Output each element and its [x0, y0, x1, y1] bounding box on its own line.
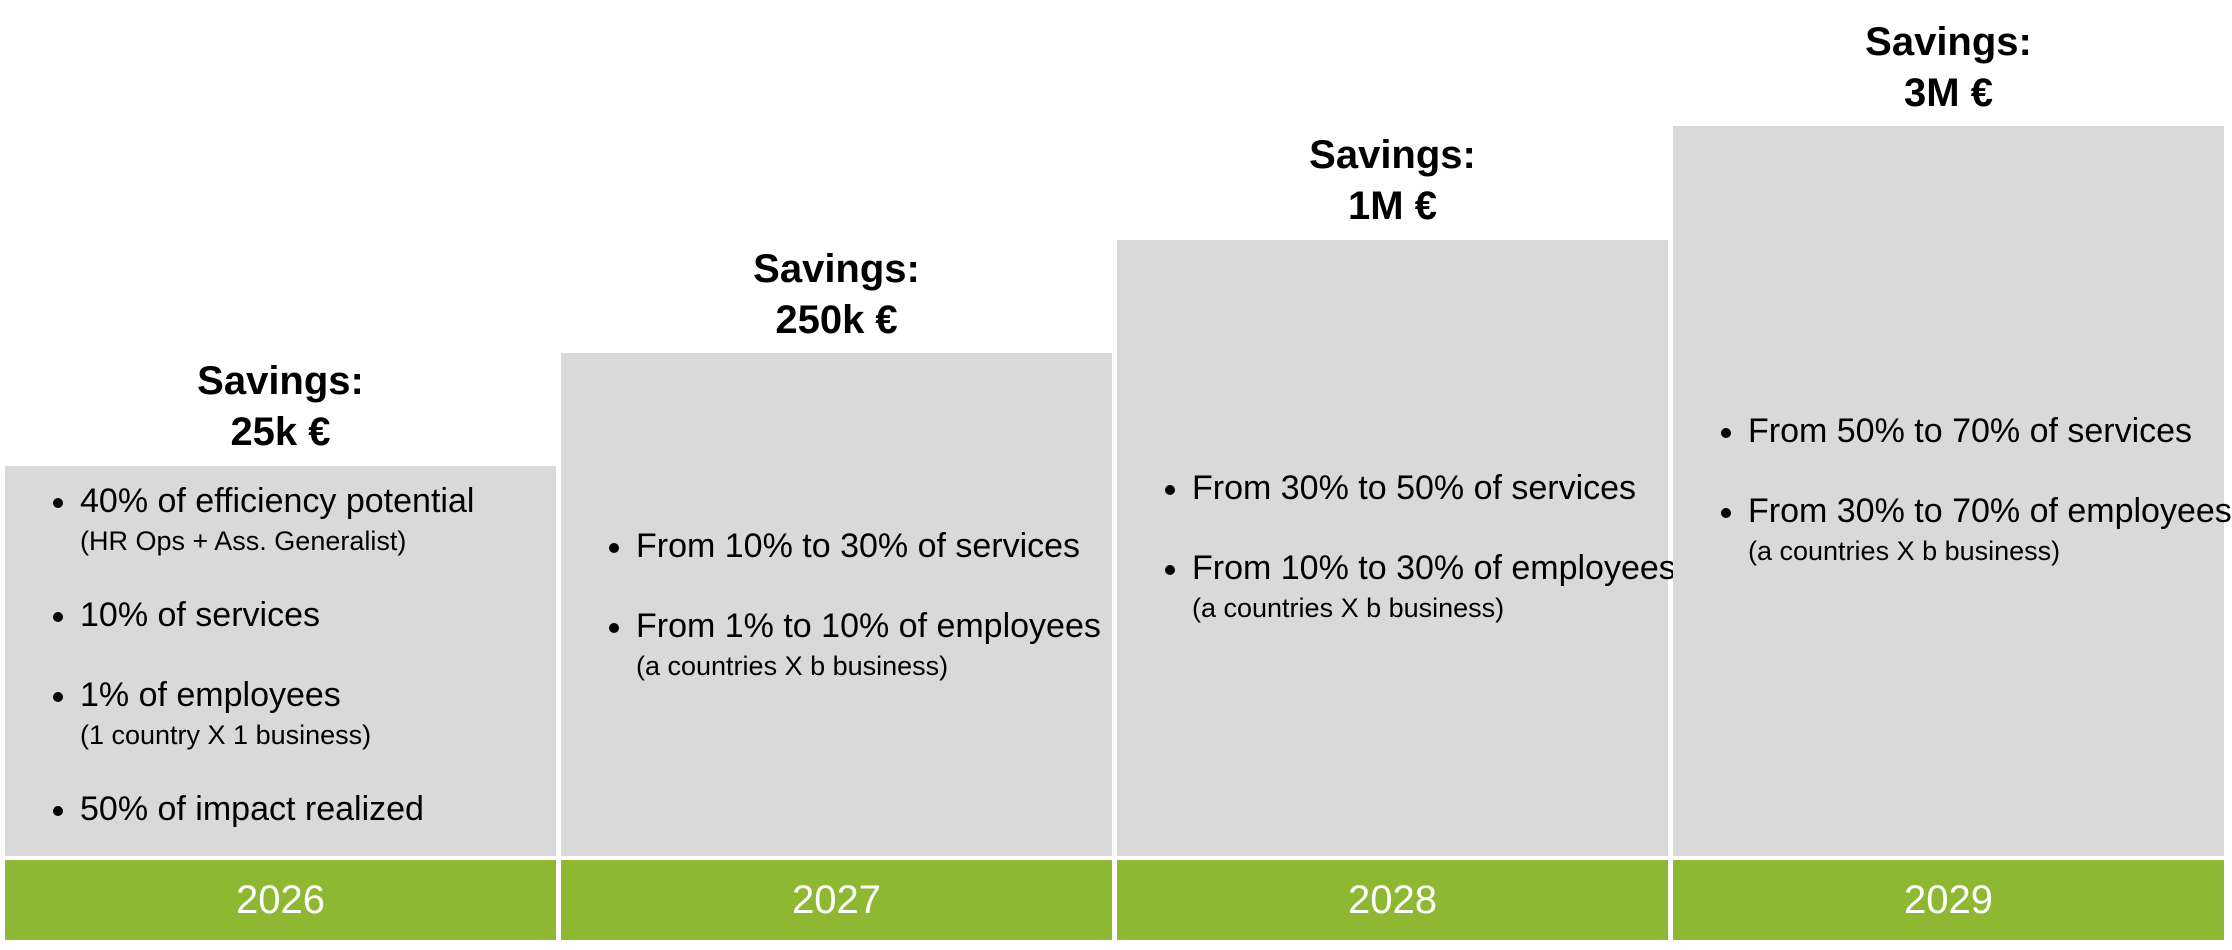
- bullet-text: From 30% to 70% of employees: [1748, 492, 2232, 530]
- savings-label: Savings:: [197, 359, 364, 403]
- step-box: [1117, 240, 1668, 856]
- list-item: 40% of efficiency potential (HR Ops + As…: [5, 478, 556, 558]
- year-label: 2028: [1117, 860, 1668, 940]
- list-item: From 10% to 30% of services: [561, 523, 1112, 569]
- bullet-text: 10% of services: [80, 596, 320, 634]
- year-label: 2027: [561, 860, 1112, 940]
- bullet-subtext: (HR Ops + Ass. Generalist): [80, 526, 407, 556]
- bullet-icon: [1165, 485, 1175, 495]
- bullet-icon: [53, 692, 63, 702]
- list-item: From 1% to 10% of employees (a countries…: [561, 603, 1112, 683]
- bullet-text: From 10% to 30% of employees: [1192, 549, 1676, 587]
- list-item: From 30% to 50% of services: [1117, 465, 1668, 511]
- step-box: [5, 466, 556, 856]
- bullet-subtext: (a countries X b business): [636, 651, 949, 681]
- bullet-icon: [53, 612, 63, 622]
- bullet-list: 40% of efficiency potential (HR Ops + As…: [5, 478, 556, 832]
- bullet-icon: [1721, 428, 1731, 438]
- savings-label: Savings:: [1865, 20, 2032, 64]
- year-label: 2029: [1673, 860, 2224, 940]
- bullet-text: 40% of efficiency potential: [80, 482, 475, 520]
- step-box: [1673, 126, 2224, 856]
- savings-value: 25k €: [230, 410, 331, 454]
- bullet-list: From 30% to 50% of services From 10% to …: [1117, 465, 1676, 625]
- savings-header: Savings: 25k €: [5, 356, 556, 458]
- savings-value: 1M €: [1348, 184, 1437, 228]
- list-item: From 10% to 30% of employees (a countrie…: [1117, 545, 1676, 625]
- year-label: 2026: [5, 860, 556, 940]
- bullet-icon: [1165, 565, 1175, 575]
- savings-label: Savings:: [753, 247, 920, 291]
- bullet-subtext: (a countries X b business): [1192, 593, 1505, 623]
- bullet-subtext: (1 country X 1 business): [80, 720, 372, 750]
- bullet-text: 1% of employees: [80, 676, 341, 714]
- bullet-icon: [609, 623, 619, 633]
- bullet-list: From 10% to 30% of services From 1% to 1…: [561, 523, 1112, 683]
- list-item: From 30% to 70% of employees (a countrie…: [1673, 488, 2232, 568]
- bullet-text: From 10% to 30% of services: [636, 527, 1081, 565]
- list-item: 1% of employees (1 country X 1 business): [5, 672, 556, 752]
- bullet-icon: [609, 543, 619, 553]
- bullet-icon: [53, 498, 63, 508]
- step-box: [561, 353, 1112, 856]
- savings-header: Savings: 3M €: [1673, 17, 2224, 119]
- bullet-text: From 30% to 50% of services: [1192, 469, 1637, 507]
- savings-label: Savings:: [1309, 133, 1476, 177]
- savings-header: Savings: 250k €: [561, 244, 1112, 346]
- bullet-subtext: (a countries X b business): [1748, 536, 2061, 566]
- bullet-icon: [1721, 508, 1731, 518]
- savings-value: 3M €: [1904, 71, 1993, 115]
- list-item: From 50% to 70% of services: [1673, 408, 2224, 454]
- bullet-text: From 1% to 10% of employees: [636, 607, 1101, 645]
- savings-value: 250k €: [775, 298, 898, 342]
- savings-header: Savings: 1M €: [1117, 130, 1668, 232]
- bullet-text: From 50% to 70% of services: [1748, 412, 2193, 450]
- bullet-icon: [53, 806, 63, 816]
- bullet-text: 50% of impact realized: [80, 790, 424, 828]
- list-item: 50% of impact realized: [5, 786, 556, 832]
- bullet-list: From 50% to 70% of services From 30% to …: [1673, 408, 2232, 568]
- list-item: 10% of services: [5, 592, 556, 638]
